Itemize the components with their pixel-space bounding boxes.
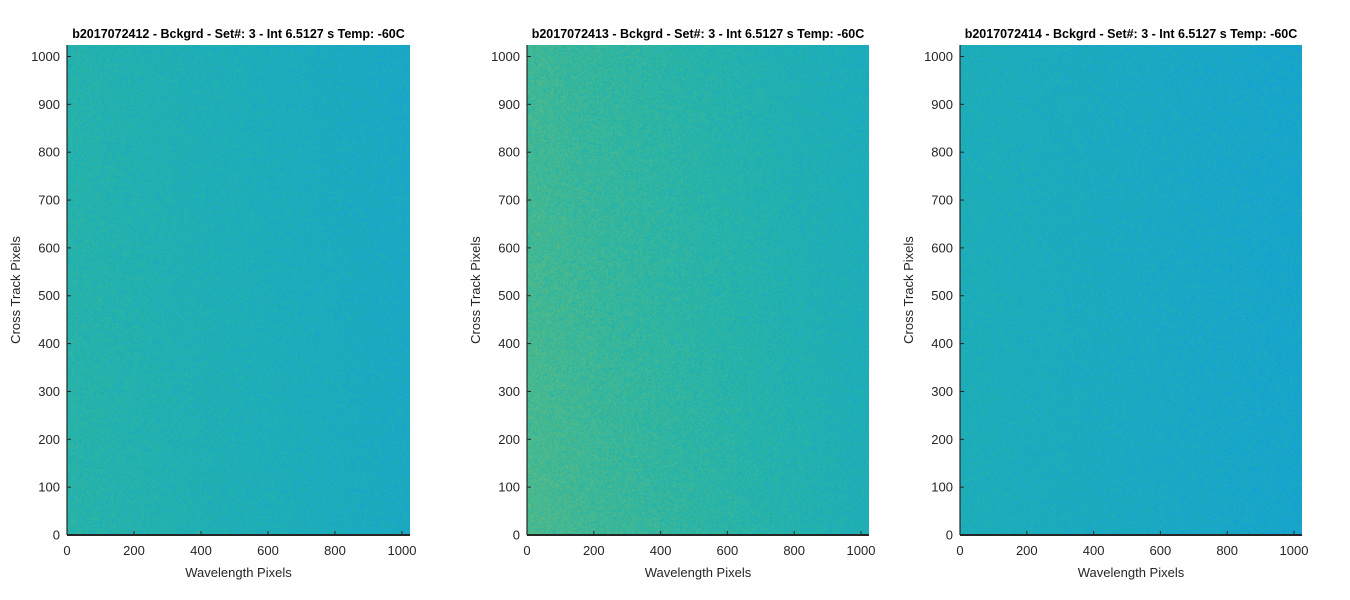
y-tick-label: 400 bbox=[931, 336, 953, 351]
heatmap-panel-2: 0 200 400 600 800 1000 0 100 200 300 400 500 600 700 8… bbox=[468, 27, 875, 580]
y-tick-label: 700 bbox=[38, 193, 60, 208]
x-tick-label: 600 bbox=[257, 543, 279, 558]
y-tick-label: 200 bbox=[931, 432, 953, 447]
y-axis-label: Cross Track Pixels bbox=[468, 236, 483, 344]
y-tick-label: 1000 bbox=[924, 49, 953, 64]
heatmap-image bbox=[960, 45, 1302, 535]
x-tick-label: 1000 bbox=[847, 543, 876, 558]
x-tick-label: 400 bbox=[1083, 543, 1105, 558]
heatmap-panel-3: 0 200 400 600 800 1000 0 100 200 300 400 500 600 700 8… bbox=[901, 27, 1308, 580]
x-tick-label: 600 bbox=[717, 543, 739, 558]
x-axis-label: Wavelength Pixels bbox=[185, 565, 292, 580]
y-tick-label: 700 bbox=[498, 193, 520, 208]
y-axis-label: Cross Track Pixels bbox=[8, 236, 23, 344]
y-tick-label: 1000 bbox=[31, 49, 60, 64]
x-axis-label: Wavelength Pixels bbox=[645, 565, 752, 580]
x-tick-label: 0 bbox=[956, 543, 963, 558]
y-axis-label: Cross Track Pixels bbox=[901, 236, 916, 344]
y-tick-label: 800 bbox=[498, 145, 520, 160]
y-tick-label: 500 bbox=[931, 288, 953, 303]
chart-title: b2017072413 - Bckgrd - Set#: 3 - Int 6.5… bbox=[532, 27, 865, 41]
y-tick-label: 0 bbox=[53, 528, 60, 543]
x-tick-label: 400 bbox=[190, 543, 212, 558]
y-tick-label: 200 bbox=[38, 432, 60, 447]
y-tick-label: 100 bbox=[38, 480, 60, 495]
y-tick-label: 600 bbox=[931, 240, 953, 255]
y-tick-label: 0 bbox=[946, 528, 953, 543]
y-tick-label: 100 bbox=[498, 480, 520, 495]
x-tick-label: 1000 bbox=[388, 543, 417, 558]
y-tick-label: 800 bbox=[931, 145, 953, 160]
y-tick-label: 600 bbox=[498, 240, 520, 255]
y-tick-label: 600 bbox=[38, 240, 60, 255]
y-tick-label: 900 bbox=[498, 97, 520, 112]
x-axis-label: Wavelength Pixels bbox=[1078, 565, 1185, 580]
x-tick-label: 600 bbox=[1150, 543, 1172, 558]
x-tick-label: 200 bbox=[1016, 543, 1038, 558]
heatmap-panel-1: 0 200 400 600 800 1000 0 100 200 300 400 500 600 700 8… bbox=[8, 27, 416, 580]
x-tick-label: 800 bbox=[783, 543, 805, 558]
y-tick-label: 300 bbox=[931, 384, 953, 399]
y-tick-label: 200 bbox=[498, 432, 520, 447]
heatmap-image bbox=[527, 45, 869, 535]
x-tick-label: 1000 bbox=[1280, 543, 1309, 558]
y-tick-label: 800 bbox=[38, 145, 60, 160]
heatmap-image bbox=[67, 45, 410, 535]
y-tick-label: 900 bbox=[931, 97, 953, 112]
x-tick-label: 0 bbox=[63, 543, 70, 558]
y-tick-label: 400 bbox=[38, 336, 60, 351]
x-tick-label: 200 bbox=[123, 543, 145, 558]
y-tick-label: 0 bbox=[513, 528, 520, 543]
y-tick-label: 300 bbox=[38, 384, 60, 399]
y-tick-label: 500 bbox=[498, 288, 520, 303]
x-tick-label: 800 bbox=[1216, 543, 1238, 558]
x-tick-label: 200 bbox=[583, 543, 605, 558]
y-tick-label: 1000 bbox=[491, 49, 520, 64]
y-tick-label: 400 bbox=[498, 336, 520, 351]
y-tick-label: 100 bbox=[931, 480, 953, 495]
x-tick-label: 800 bbox=[324, 543, 346, 558]
x-tick-label: 0 bbox=[523, 543, 530, 558]
y-tick-label: 300 bbox=[498, 384, 520, 399]
y-tick-label: 500 bbox=[38, 288, 60, 303]
chart-title: b2017072412 - Bckgrd - Set#: 3 - Int 6.5… bbox=[72, 27, 405, 41]
chart-title: b2017072414 - Bckgrd - Set#: 3 - Int 6.5… bbox=[965, 27, 1298, 41]
x-tick-label: 400 bbox=[650, 543, 672, 558]
y-tick-label: 700 bbox=[931, 193, 953, 208]
y-tick-label: 900 bbox=[38, 97, 60, 112]
